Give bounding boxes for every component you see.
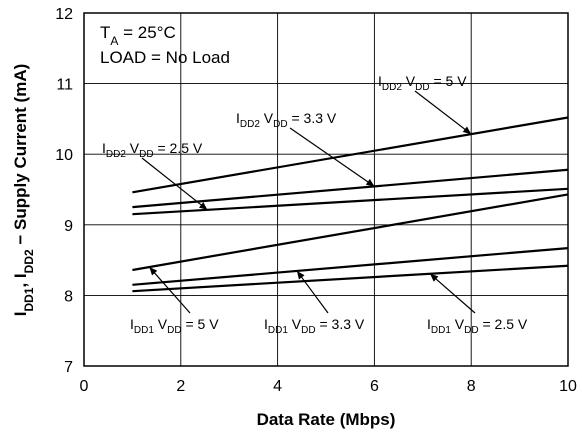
series-line (132, 247, 569, 286)
series-line (132, 168, 569, 209)
series-line (132, 187, 569, 216)
series-label: IDD2 VDD = 2.5 V (102, 140, 203, 160)
y-tick-label: 7 (64, 359, 73, 376)
annotation-leader (414, 90, 472, 135)
x-tick-label: 4 (273, 378, 282, 395)
annotation-arrowhead (462, 126, 472, 135)
y-tick-label: 9 (64, 218, 73, 235)
x-axis-label: Data Rate (Mbps) (257, 410, 396, 429)
series-label: IDD1 VDD = 3.3 V (264, 316, 365, 336)
x-tick-label: 8 (467, 378, 476, 395)
annotation-leader (141, 157, 208, 211)
annotation-leader (289, 127, 375, 187)
temperature-condition: TA = 25°C (100, 23, 176, 48)
series-line (132, 193, 569, 272)
y-tick-label: 8 (64, 288, 73, 305)
tick-labels: 0 2 4 6 8 10 7 8 9 10 11 12 (55, 6, 577, 395)
annotation-arrowhead (365, 178, 375, 187)
series-label: IDD1 VDD = 5 V (130, 316, 219, 336)
series-line (132, 264, 569, 293)
x-tick-label: 0 (80, 378, 89, 395)
annotation-leader (429, 273, 476, 314)
x-tick-label: 6 (370, 378, 379, 395)
series-label: IDD2 VDD = 5 V (378, 73, 467, 93)
x-tick-label: 10 (559, 378, 577, 395)
annotation-arrowhead (149, 267, 158, 276)
x-tick-label: 2 (176, 378, 185, 395)
annotation-leader (148, 266, 191, 314)
grid (84, 13, 568, 366)
series-annotations: IDD2 VDD = 5 V IDD2 VDD = 3.3 V IDD2 VDD =… (102, 73, 528, 336)
series-label: IDD1 VDD = 2.5 V (427, 316, 528, 336)
y-tick-label: 10 (55, 147, 73, 164)
annotation-leader (296, 270, 329, 314)
data-series (132, 116, 569, 293)
annotation-arrowhead (430, 273, 439, 282)
annotation-arrowhead (198, 202, 208, 210)
load-condition: LOAD = No Load (100, 48, 230, 67)
y-axis-label: IDD1, IDD2 − Supply Current (mA) (11, 64, 36, 317)
annotation-arrowhead (296, 270, 305, 280)
y-tick-label: 12 (55, 6, 73, 23)
series-line (132, 116, 569, 194)
y-tick-label: 11 (56, 77, 73, 94)
series-label: IDD2 VDD = 3.3 V (236, 110, 337, 130)
